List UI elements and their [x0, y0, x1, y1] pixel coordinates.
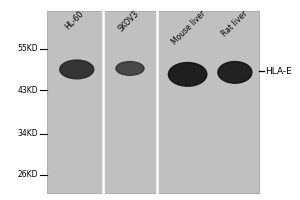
FancyBboxPatch shape — [47, 11, 259, 193]
Ellipse shape — [116, 62, 144, 75]
Text: HLA-E: HLA-E — [265, 67, 292, 76]
Ellipse shape — [218, 62, 252, 83]
Text: Mouse liver: Mouse liver — [170, 9, 207, 47]
Text: Rat liver: Rat liver — [220, 9, 249, 39]
Text: HL-60: HL-60 — [64, 9, 86, 31]
Ellipse shape — [60, 60, 94, 79]
Text: 43KD: 43KD — [18, 86, 38, 95]
Text: SKOV3: SKOV3 — [117, 9, 141, 33]
Text: 55KD: 55KD — [18, 44, 38, 53]
Text: 26KD: 26KD — [18, 170, 38, 179]
Text: 34KD: 34KD — [18, 129, 38, 138]
Ellipse shape — [168, 63, 207, 86]
